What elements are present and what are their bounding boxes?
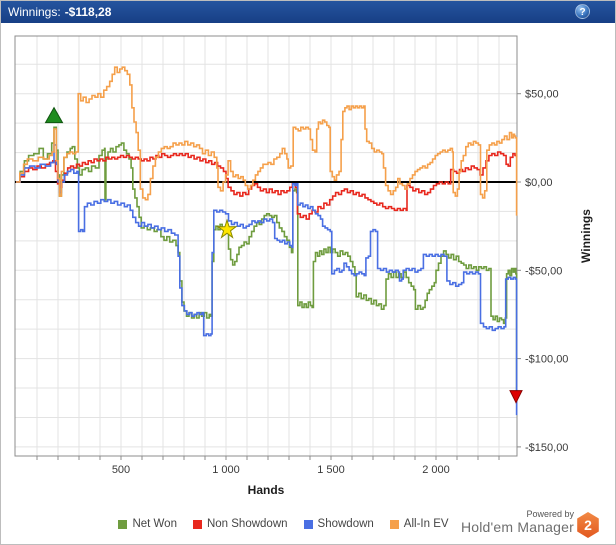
valley-marker [509,390,523,404]
x-tick-label: 2 000 [422,464,450,476]
series-all-in-ev [16,66,518,216]
legend-item-non-showdown: Non Showdown [192,518,288,530]
legend-item-all-in-ev: All-In EV [389,518,449,530]
legend-label-non-showdown: Non Showdown [206,518,288,530]
title-label: Winnings: [8,5,61,19]
title-value: -$118,28 [64,5,112,19]
y-tick-label: $0,00 [525,177,553,189]
series-non-showdown [16,151,518,220]
series-showdown [16,144,518,416]
x-axis-title: Hands [247,483,285,497]
y-tick-label: -$50,00 [525,265,562,277]
chart-legend: Net Won Non Showdown Showdown All-In EV [1,518,566,530]
legend-swatch-all-in-ev [389,519,399,529]
legend-label-showdown: Showdown [317,518,374,530]
legend-item-showdown: Showdown [303,518,374,530]
legend-label-all-in-ev: All-In EV [403,518,449,530]
plot-frame [14,35,518,457]
holdem-manager-logo-icon: 2 [577,512,599,538]
legend-swatch-net-won [118,519,128,529]
y-axis-title: Winnings [579,209,593,263]
y-tick-label: -$100,00 [525,354,568,366]
x-tick-label: 500 [112,464,130,476]
y-tick-label: -$150,00 [525,442,568,454]
help-icon[interactable]: ? [575,4,590,19]
peak-marker [44,106,64,124]
x-tick-label: 1 000 [212,464,240,476]
star-marker [216,218,238,239]
legend-swatch-non-showdown [192,519,202,529]
legend-label-net-won: Net Won [132,518,177,530]
x-tick-label: 1 500 [317,464,345,476]
axis-ticks: 500 1 000 1 500 2 000 $50,00 $0,00 -$50,00 -$10… [36,89,568,476]
series-net-won [16,126,518,391]
powered-by-brand: Powered by Hold'em Manager [461,509,574,535]
legend-swatch-showdown [303,519,313,529]
brand-text: Hold'em Manager [460,519,574,535]
legend-item-net-won: Net Won [118,518,177,530]
window-titlebar[interactable]: Winnings: -$118,28 ? [1,1,615,23]
y-tick-label: $50,00 [525,89,559,101]
powered-by-text: Powered by [526,509,574,519]
